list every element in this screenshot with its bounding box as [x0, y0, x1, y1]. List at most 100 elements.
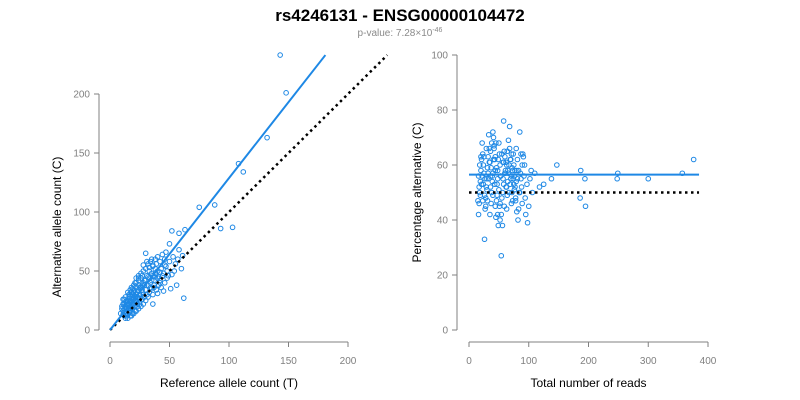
data-point	[502, 167, 509, 174]
data-point	[519, 200, 525, 207]
data-point	[485, 131, 492, 138]
data-point	[152, 256, 159, 263]
data-point	[500, 118, 507, 124]
data-point	[505, 137, 512, 144]
fit-line	[109, 54, 327, 331]
data-point	[503, 184, 510, 190]
y-tick-label: 100	[431, 51, 448, 62]
x-tick-label: 0	[466, 356, 472, 367]
data-point	[513, 145, 520, 152]
data-point	[509, 164, 515, 171]
data-point	[161, 280, 168, 286]
data-point	[486, 159, 493, 166]
x-tick-label: 300	[640, 356, 657, 367]
data-point	[512, 167, 518, 174]
y-tick-label: 150	[73, 149, 90, 160]
data-point	[505, 167, 511, 174]
data-point	[527, 175, 533, 182]
data-point	[498, 211, 505, 218]
y-tick-label: 60	[437, 161, 449, 172]
data-point	[511, 186, 518, 193]
data-point	[503, 162, 510, 168]
data-point	[582, 203, 589, 210]
data-point	[178, 265, 185, 272]
data-point	[161, 262, 168, 268]
data-point	[490, 129, 496, 135]
data-point	[528, 167, 534, 174]
data-point	[497, 162, 503, 168]
data-point	[493, 140, 499, 146]
x-tick-label: 150	[280, 356, 297, 367]
data-point	[494, 211, 501, 218]
data-point	[133, 280, 139, 286]
x-axis-label: Reference allele count (T)	[160, 376, 298, 390]
x-tick-label: 100	[221, 356, 238, 367]
data-point	[481, 236, 488, 243]
data-point	[482, 206, 488, 212]
data-point	[494, 192, 500, 199]
data-point	[140, 262, 147, 268]
data-point	[501, 203, 508, 210]
data-point	[521, 162, 528, 168]
data-point	[487, 184, 494, 190]
data-point	[515, 167, 522, 174]
data-point	[264, 134, 270, 141]
data-point	[146, 264, 153, 271]
data-point	[477, 192, 484, 199]
data-point	[477, 178, 484, 185]
data-point	[518, 151, 524, 157]
data-point	[496, 151, 503, 157]
data-point	[483, 145, 490, 152]
pvalue-exponent: -46	[432, 27, 442, 34]
data-point	[164, 268, 170, 274]
data-point	[182, 226, 188, 233]
data-points	[117, 52, 289, 322]
data-point	[519, 162, 525, 168]
y-tick-label: 200	[73, 90, 90, 101]
data-point	[126, 291, 132, 298]
data-point	[522, 211, 529, 218]
data-point	[524, 219, 531, 226]
data-point	[485, 175, 492, 182]
pvalue-text: p-value: 7.28×10	[358, 28, 433, 39]
data-point	[582, 175, 588, 182]
data-point	[515, 217, 521, 223]
data-point	[173, 282, 180, 288]
x-tick-label: 0	[107, 356, 113, 367]
reference-line	[109, 54, 389, 331]
data-point	[511, 181, 517, 188]
data-point	[577, 195, 583, 201]
data-point	[577, 167, 584, 174]
data-point	[524, 181, 530, 188]
data-point	[132, 308, 138, 314]
data-point	[196, 204, 203, 211]
data-point	[166, 258, 173, 265]
data-point	[491, 181, 498, 188]
data-point	[518, 184, 525, 190]
data-point	[512, 184, 518, 190]
y-tick-label: 20	[437, 271, 449, 282]
y-axis-label: Alternative allele count (C)	[50, 157, 64, 298]
data-point	[476, 184, 482, 190]
data-point	[518, 175, 524, 182]
data-point	[494, 175, 501, 182]
data-point	[150, 301, 156, 307]
data-point	[153, 287, 160, 293]
data-point	[522, 195, 528, 201]
data-point	[147, 258, 154, 265]
data-point	[482, 175, 488, 182]
data-point	[176, 246, 182, 253]
data-point	[479, 140, 485, 146]
data-point	[150, 272, 156, 279]
data-point	[498, 252, 505, 259]
data-point	[211, 202, 218, 208]
y-tick-label: 0	[442, 326, 448, 337]
data-point	[180, 295, 187, 301]
data-point	[277, 52, 283, 58]
y-tick-label: 100	[73, 208, 90, 219]
right-scatter-panel: 0 100 200 300 400 0 20 40 60 80 100 Total number of…	[410, 51, 717, 391]
data-point	[217, 225, 224, 232]
data-point	[536, 184, 543, 190]
data-point	[495, 222, 502, 229]
y-axis: 0 50 100 150 200	[73, 90, 100, 337]
